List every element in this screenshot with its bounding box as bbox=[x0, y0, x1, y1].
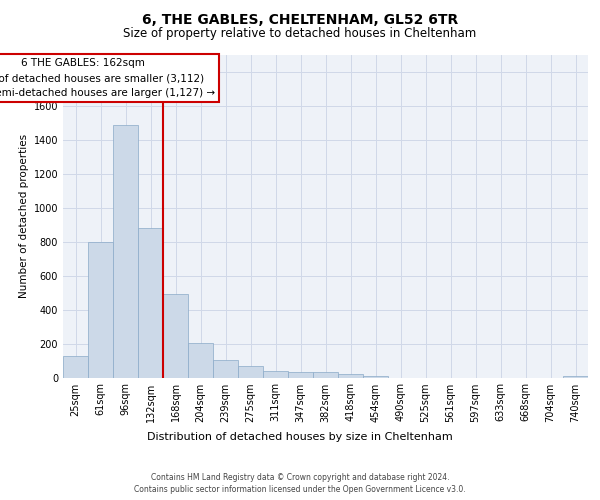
Bar bbox=[288, 372, 313, 378]
Text: 6, THE GABLES, CHELTENHAM, GL52 6TR: 6, THE GABLES, CHELTENHAM, GL52 6TR bbox=[142, 12, 458, 26]
Y-axis label: Number of detached properties: Number of detached properties bbox=[19, 134, 29, 298]
Bar bbox=[338, 374, 363, 378]
Bar bbox=[113, 124, 138, 378]
Text: Contains public sector information licensed under the Open Government Licence v3: Contains public sector information licen… bbox=[134, 485, 466, 494]
Bar bbox=[563, 376, 588, 378]
Bar bbox=[88, 242, 113, 378]
Bar bbox=[138, 228, 163, 378]
Text: Size of property relative to detached houses in Cheltenham: Size of property relative to detached ho… bbox=[124, 28, 476, 40]
Bar bbox=[263, 370, 288, 378]
Bar bbox=[188, 342, 213, 378]
Bar bbox=[313, 372, 338, 378]
Bar bbox=[238, 366, 263, 378]
Bar bbox=[363, 376, 388, 378]
Text: Contains HM Land Registry data © Crown copyright and database right 2024.: Contains HM Land Registry data © Crown c… bbox=[151, 472, 449, 482]
Text: Distribution of detached houses by size in Cheltenham: Distribution of detached houses by size … bbox=[147, 432, 453, 442]
Bar bbox=[213, 360, 238, 378]
Bar bbox=[63, 356, 88, 378]
Bar bbox=[163, 294, 188, 378]
Text: 6 THE GABLES: 162sqm
← 73% of detached houses are smaller (3,112)
27% of semi-de: 6 THE GABLES: 162sqm ← 73% of detached h… bbox=[0, 58, 215, 98]
